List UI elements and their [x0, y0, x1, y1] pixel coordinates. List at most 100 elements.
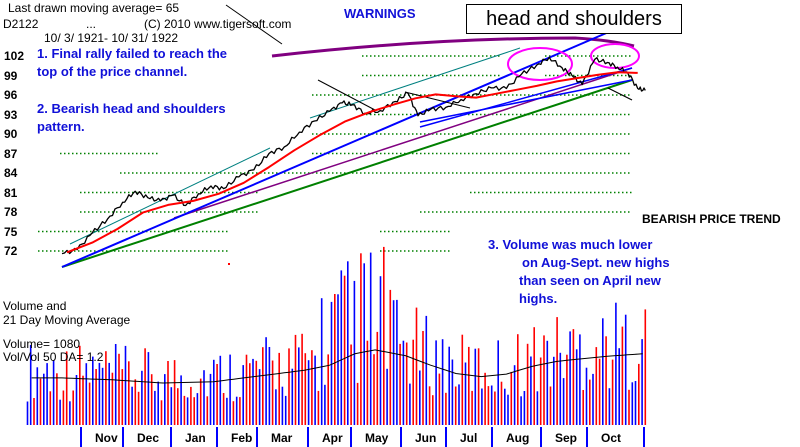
volume-bar [369, 252, 372, 425]
thin-teal-line-2 [309, 47, 521, 119]
volume-bar [39, 378, 42, 425]
volume-bar [186, 397, 189, 425]
volume-bar [484, 372, 486, 425]
y-tick-label: 81 [4, 185, 18, 200]
volume-bar [549, 386, 552, 425]
volume-bar [249, 363, 251, 425]
volume-bar [517, 334, 519, 425]
y-tick-label: 72 [4, 244, 18, 258]
volume-bar [504, 388, 506, 425]
volume-bar [572, 329, 575, 425]
volume-bar [553, 356, 555, 425]
volume-bar [121, 369, 124, 425]
volume-bar [595, 347, 598, 425]
volume-bar [291, 368, 294, 425]
volume-bar [320, 298, 323, 425]
volume-bar [543, 335, 545, 425]
y-tick-label: 99 [4, 68, 18, 83]
volume-bar [199, 378, 202, 425]
volume-bar [628, 389, 630, 425]
volume-bar [399, 343, 401, 425]
annotation-3-line1: 3. Volume was much lower [488, 237, 653, 252]
volume-bar [62, 390, 65, 425]
volume-bar [366, 340, 369, 425]
purple-trendline [173, 67, 633, 219]
lower-channel-line-1 [419, 67, 633, 128]
volume-bar [314, 355, 316, 425]
volume-bar [226, 397, 228, 425]
price-series [61, 56, 646, 265]
volume-bar [219, 355, 222, 425]
volume-bar [347, 261, 349, 425]
volume-bar [134, 379, 137, 425]
volume-bar [327, 354, 329, 425]
volume-bar [311, 350, 313, 425]
x-tick-label: Jan [185, 431, 206, 445]
volume-bar [170, 387, 173, 425]
volume-bar [490, 385, 493, 425]
warnings-title: WARNINGS [344, 6, 416, 21]
volume-bar [487, 386, 490, 425]
volume-bar [337, 294, 339, 425]
volume-bar [481, 388, 483, 425]
volume-bar [644, 309, 647, 425]
volume-bar [222, 393, 225, 425]
volume-bar [396, 299, 398, 425]
volume-bar [242, 365, 244, 425]
volume-bar [353, 280, 356, 425]
volume-bar [88, 382, 91, 425]
volume-bar [510, 371, 513, 425]
volume-bar [324, 384, 326, 425]
volume-bar [556, 317, 558, 425]
volume-bar [438, 373, 441, 425]
volume-bar [598, 358, 601, 425]
volume-bar [530, 356, 532, 425]
x-tick-label: Feb [231, 431, 253, 445]
volume-bar [92, 356, 94, 425]
last-ma-label: Last drawn moving average= 65 [8, 1, 180, 15]
volume-bar [229, 354, 231, 425]
volume-bar [546, 340, 549, 425]
volume-bar [451, 359, 454, 425]
volume-bar [258, 369, 261, 425]
volume-bar [33, 398, 35, 425]
pointer-line-top [225, 4, 283, 45]
volume-bar [56, 373, 58, 425]
volume-bar [317, 390, 320, 425]
volume-bar [631, 382, 634, 425]
volume-bar [412, 339, 414, 425]
volume-bar [245, 354, 248, 425]
volume-bar [294, 334, 297, 425]
volume-bar [232, 401, 235, 425]
volume-bar [46, 363, 48, 425]
volume-bar [559, 352, 562, 425]
volume-bar [85, 363, 88, 425]
volume-bar [193, 397, 195, 425]
volume-title-2: 21 Day Moving Average [3, 313, 131, 327]
volume-bar [98, 362, 101, 425]
copyright-label: (C) 2010 www.tigersoft.com [144, 17, 292, 31]
volume-bar [265, 337, 267, 425]
volume-bar [190, 386, 192, 425]
volume-bar [281, 386, 284, 425]
volume-bar [383, 246, 385, 425]
annotation-3-line3: than seen on April new [519, 273, 661, 288]
volume-bar [448, 346, 450, 425]
volume-bar [101, 367, 104, 425]
y-tick-label: 102 [4, 49, 25, 63]
volume-bar [386, 368, 388, 425]
annotation-2-line2: pattern. [37, 119, 85, 134]
volume-bar [592, 373, 594, 425]
volume-bar [363, 263, 365, 425]
pointer-line-1 [317, 79, 376, 111]
volume-bar [582, 390, 584, 425]
volume-bar [494, 391, 496, 425]
failed-channel-top-line [271, 36, 635, 58]
left-shoulder-circle [507, 47, 573, 81]
dots-label: ... [86, 17, 97, 31]
volume-bar [641, 339, 643, 425]
volume-bar [111, 372, 114, 425]
upper-channel-line [61, 21, 633, 268]
volume-bar [605, 336, 607, 425]
volume-bar [507, 394, 509, 425]
